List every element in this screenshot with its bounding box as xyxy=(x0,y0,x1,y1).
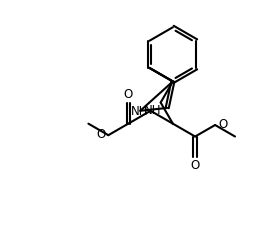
Text: NH: NH xyxy=(144,104,162,117)
Text: NH: NH xyxy=(131,105,149,118)
Text: O: O xyxy=(96,128,105,141)
Text: O: O xyxy=(190,159,200,172)
Text: O: O xyxy=(124,88,133,101)
Text: O: O xyxy=(218,118,228,131)
